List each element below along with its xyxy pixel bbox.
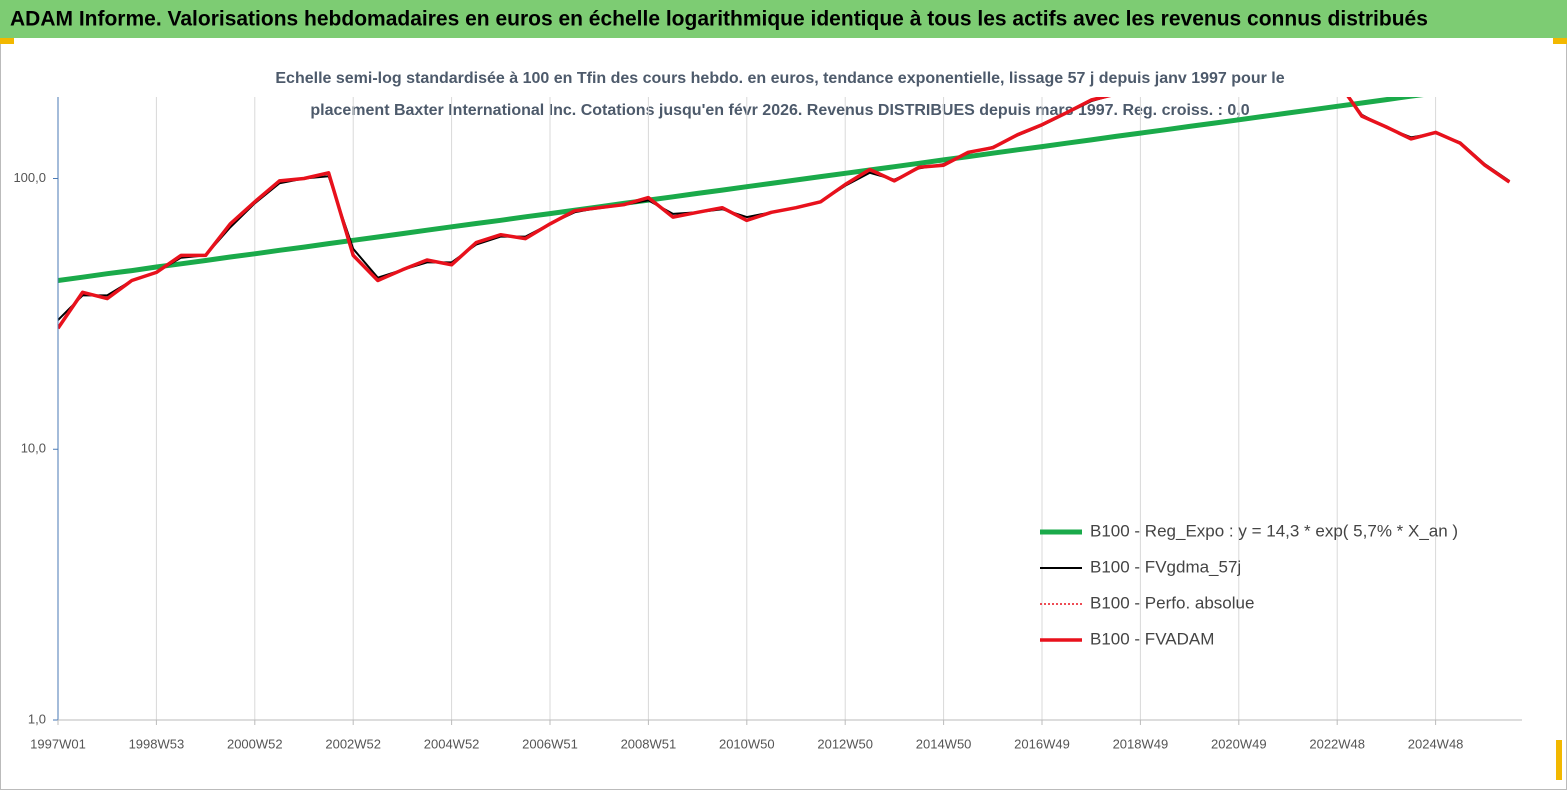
legend-label: B100 - FVgdma_57j bbox=[1090, 557, 1241, 576]
x-tick-label: 2012W50 bbox=[817, 736, 873, 751]
legend-label: B100 - Perfo. absolue bbox=[1090, 593, 1254, 612]
x-tick-label: 2020W49 bbox=[1211, 736, 1267, 751]
corner bbox=[1553, 38, 1567, 44]
y-tick-label: 10,0 bbox=[21, 441, 46, 456]
x-tick-label: 2024W48 bbox=[1408, 736, 1464, 751]
header-bar bbox=[0, 0, 1567, 38]
x-tick-label: 2010W50 bbox=[719, 736, 775, 751]
x-tick-label: 2016W49 bbox=[1014, 736, 1070, 751]
x-tick-label: 2022W48 bbox=[1309, 736, 1365, 751]
chart-title: placement Baxter International Inc. Cota… bbox=[310, 102, 1249, 119]
x-tick-label: 2000W52 bbox=[227, 736, 283, 751]
corner bbox=[0, 38, 14, 44]
y-tick-label: 100,0 bbox=[13, 170, 46, 185]
y-tick-label: 1,0 bbox=[28, 711, 46, 726]
x-tick-label: 2008W51 bbox=[621, 736, 677, 751]
x-tick-label: 1998W53 bbox=[129, 736, 185, 751]
legend-label: B100 - FVADAM bbox=[1090, 629, 1214, 648]
series-line bbox=[58, 97, 1511, 330]
x-tick-label: 2006W51 bbox=[522, 736, 578, 751]
x-tick-label: 1997W01 bbox=[30, 736, 86, 751]
header: ADAM Informe. Valorisations hebdomadaire… bbox=[10, 8, 1428, 31]
x-tick-label: 2002W52 bbox=[325, 736, 381, 751]
plot-area bbox=[58, 97, 1511, 720]
x-tick-label: 2014W50 bbox=[916, 736, 972, 751]
x-tick-label: 2004W52 bbox=[424, 736, 480, 751]
x-tick-label: 2018W49 bbox=[1113, 736, 1169, 751]
legend-label: B100 - Reg_Expo : y = 14,3 * exp( 5,7% *… bbox=[1090, 521, 1458, 540]
series-line bbox=[58, 97, 1424, 283]
corner bbox=[1556, 740, 1562, 780]
chart-title: Echelle semi-log standardisée à 100 en T… bbox=[275, 70, 1284, 87]
